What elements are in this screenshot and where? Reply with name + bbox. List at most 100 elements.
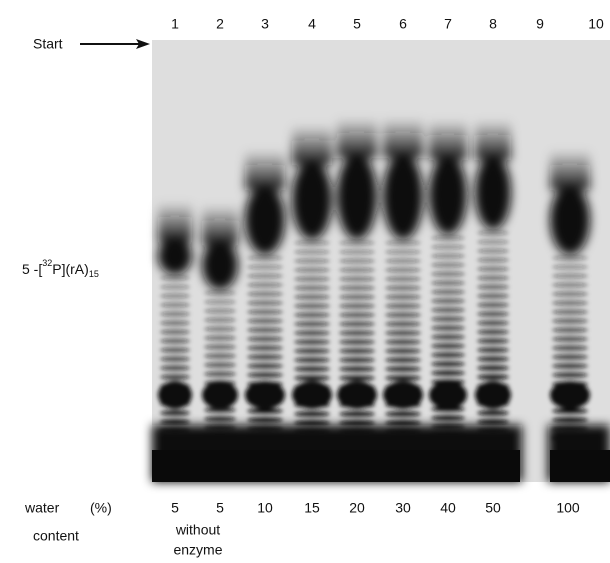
ladder-band [385, 357, 421, 363]
blob [245, 185, 285, 255]
ladder-band [247, 300, 283, 306]
blob [202, 240, 238, 290]
ladder-band [385, 348, 421, 354]
ladder-band [477, 347, 509, 353]
ladder-band [204, 290, 236, 296]
lane-number: 7 [444, 16, 452, 32]
control-note: enzyme [173, 542, 222, 558]
ladder-band [247, 336, 283, 342]
ladder-band [552, 318, 588, 324]
ladder-band [294, 420, 330, 426]
smear [475, 120, 511, 160]
ladder-band [294, 240, 330, 246]
ladder-band [431, 298, 465, 304]
blob [337, 153, 377, 240]
smear [292, 125, 332, 165]
lane-number: 10 [588, 16, 604, 32]
ladder-band [160, 419, 190, 425]
ladder-band [339, 303, 375, 309]
ladder-band [477, 302, 509, 308]
smear [550, 150, 590, 190]
start-arrowhead [136, 39, 150, 49]
ladder-band [431, 253, 465, 259]
blob [292, 160, 332, 240]
ladder-band [431, 352, 465, 358]
ladder-band [552, 408, 588, 414]
ladder-band [431, 316, 465, 322]
water-value: 5 [216, 500, 224, 516]
ladder-band [552, 372, 588, 378]
ladder-band [339, 357, 375, 363]
ladder-band [160, 302, 190, 308]
water-value: 20 [349, 500, 365, 516]
ladder-band [552, 336, 588, 342]
ladder-band [385, 294, 421, 300]
ladder-band [477, 356, 509, 362]
ladder-band [477, 311, 509, 317]
lane-number: 2 [216, 16, 224, 32]
ladder-band [385, 411, 421, 417]
ladder-band [247, 318, 283, 324]
ladder-band [160, 338, 190, 344]
ladder-band [431, 262, 465, 268]
water-value: 100 [556, 500, 580, 516]
ladder-band [339, 312, 375, 318]
ladder-band [552, 354, 588, 360]
ladder-band [294, 330, 330, 336]
ladder-band [339, 339, 375, 345]
ladder-band [431, 280, 465, 286]
ladder-band [385, 330, 421, 336]
bottom-edge [550, 450, 610, 482]
ladder-band [294, 285, 330, 291]
ladder-band [247, 309, 283, 315]
gel-lanes [152, 118, 610, 482]
ladder-band [294, 411, 330, 417]
ladder-band [294, 312, 330, 318]
ladder-band [431, 325, 465, 331]
ladder-band [385, 366, 421, 372]
smear [202, 205, 238, 245]
ladder-band [160, 320, 190, 326]
blob [429, 155, 467, 235]
ladder-band [477, 419, 509, 425]
ladder-band [204, 371, 236, 377]
lower-blob [158, 381, 192, 409]
ladder-band [431, 289, 465, 295]
ladder-band [247, 354, 283, 360]
ladder-band [552, 282, 588, 288]
ladder-band [477, 284, 509, 290]
band-label-part: 5 -[ [22, 261, 42, 277]
ladder-band [294, 249, 330, 255]
ladder-band [552, 300, 588, 306]
ladder-band [204, 416, 236, 422]
ladder-band [385, 267, 421, 273]
ladder-band [247, 264, 283, 270]
lower-blob [475, 381, 511, 409]
blob [158, 237, 192, 275]
ladder-band [294, 366, 330, 372]
ladder-band [477, 275, 509, 281]
ladder-band [339, 330, 375, 336]
ladder-band [247, 363, 283, 369]
lane-smears [158, 118, 590, 290]
row-label: content [33, 528, 79, 544]
ladder-band [160, 374, 190, 380]
ladder-band [247, 327, 283, 333]
ladder-band [294, 276, 330, 282]
ladder-band [431, 244, 465, 250]
lane-number: 1 [171, 16, 179, 32]
ladder-band [552, 309, 588, 315]
ladder-band [294, 375, 330, 381]
smear [245, 150, 285, 190]
ladder-band [552, 264, 588, 270]
bottom-edge [152, 450, 520, 482]
ladder-band [431, 415, 465, 421]
start-label: Start [33, 36, 63, 52]
ladder-band [204, 344, 236, 350]
ladder-band [294, 357, 330, 363]
ladder-band [294, 267, 330, 273]
smear [383, 118, 423, 158]
ladder-band [552, 327, 588, 333]
